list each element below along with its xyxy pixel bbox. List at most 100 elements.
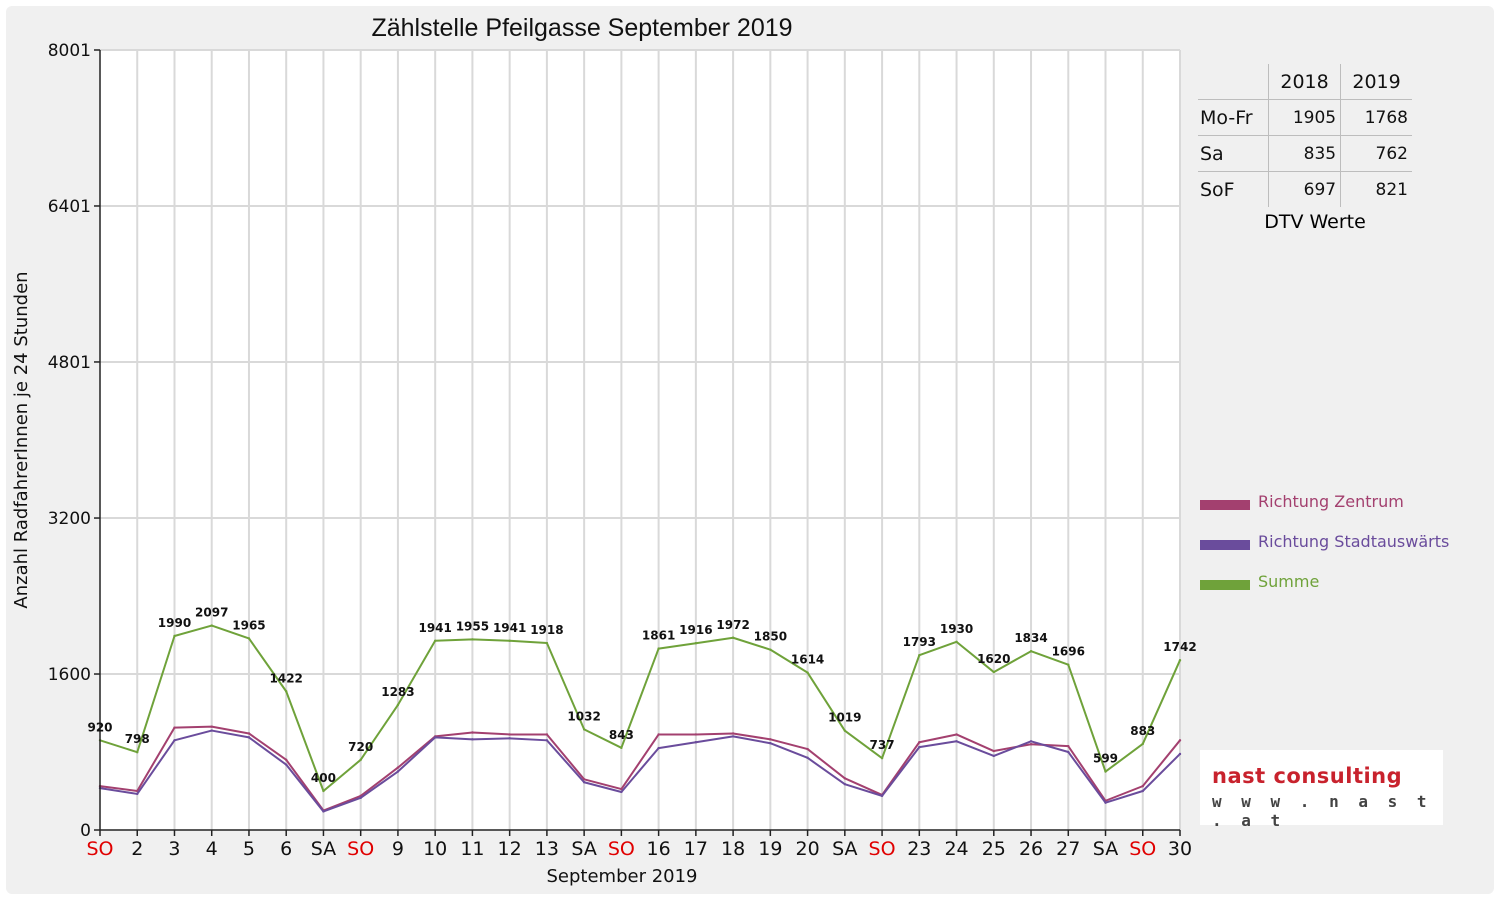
data-point (582, 728, 586, 731)
grid-lines (100, 49, 1181, 830)
x-tick-label: SO (347, 838, 374, 860)
data-point (433, 736, 437, 739)
data-point (471, 738, 474, 741)
data-point (880, 794, 884, 798)
dtv-header-2019: 2019 (1340, 64, 1412, 100)
data-label: 1696 (1052, 645, 1085, 659)
legend-item-stadtauswaerts: Richtung Stadtauswärts (1200, 532, 1449, 572)
data-point (1067, 663, 1070, 666)
data-point (843, 782, 847, 786)
dtv-row-label: Sa (1198, 135, 1269, 172)
data-point (359, 796, 362, 800)
data-point (396, 703, 400, 707)
data-point (433, 639, 437, 642)
data-point (210, 725, 213, 728)
data-point (918, 745, 921, 749)
data-label: 843 (609, 728, 634, 742)
data-point (992, 754, 995, 758)
data-label: 883 (1130, 724, 1155, 738)
data-label: 1283 (381, 685, 414, 699)
series-lines (98, 624, 1182, 813)
data-point (806, 671, 809, 674)
y-tick-label: 3200 (48, 509, 91, 529)
data-label: 798 (125, 732, 150, 746)
x-tick-label: 17 (684, 838, 708, 860)
data-point (247, 736, 251, 739)
data-point (1178, 658, 1182, 662)
data-point (657, 647, 660, 650)
x-tick-label: 25 (982, 838, 1006, 860)
data-point (582, 781, 586, 784)
y-axis-label: Anzahl RadfahrerInnen je 24 Stunden (11, 271, 32, 608)
x-tick-label: 27 (1056, 838, 1080, 860)
data-point (657, 746, 660, 750)
data-point (173, 739, 176, 742)
data-point (359, 758, 362, 762)
data-point (173, 726, 176, 729)
data-point (992, 670, 995, 674)
data-point (1178, 739, 1182, 742)
dtv-row-label: SoF (1200, 178, 1235, 201)
data-label: 1861 (642, 629, 675, 643)
x-tick-label: SA (571, 838, 596, 860)
dtv-value-2018: 1905 (1267, 99, 1341, 136)
dtv-row-label: Mo-Fr (1198, 99, 1269, 136)
x-tick-label: 18 (721, 838, 745, 860)
data-point (285, 690, 288, 693)
data-label: 1941 (493, 621, 526, 635)
dtv-header-empty (1198, 64, 1269, 100)
data-point (657, 733, 660, 736)
data-point (694, 733, 698, 736)
legend-swatch (1200, 580, 1250, 590)
x-tick-label: SA (832, 838, 857, 860)
data-point (731, 636, 735, 639)
data-point (1029, 743, 1033, 746)
data-point (769, 648, 772, 651)
data-point (508, 639, 511, 642)
data-point (582, 778, 586, 781)
data-point (769, 742, 772, 745)
data-point (1141, 784, 1144, 788)
chart-title: Zählstelle Pfeilgasse September 2019 (371, 14, 792, 42)
dtv-value-2019: 762 (1340, 135, 1412, 172)
data-point (396, 770, 400, 773)
data-label: 1793 (903, 635, 936, 649)
series-line (99, 624, 1181, 793)
data-point (620, 787, 623, 791)
data-point (843, 729, 847, 732)
x-tick-label: 3 (168, 838, 180, 860)
legend-item-summe: Summe (1200, 572, 1449, 612)
data-point (285, 758, 288, 762)
data-point (694, 642, 698, 645)
data-label: 400 (311, 771, 336, 785)
data-point (769, 738, 772, 741)
data-label: 737 (870, 738, 895, 752)
data-point (955, 640, 958, 644)
data-point (545, 733, 549, 736)
dtv-value-2019: 1768 (1340, 99, 1412, 136)
dtv-header-2018: 2018 (1267, 64, 1341, 100)
series-line (99, 729, 1181, 813)
y-tick-label: 1600 (48, 665, 91, 685)
data-point (918, 654, 921, 657)
data-point (247, 732, 251, 735)
x-tick-label: 5 (243, 838, 255, 860)
x-tick-label: 4 (206, 838, 218, 860)
data-point (210, 729, 213, 732)
x-tick-label: 24 (944, 838, 968, 860)
x-tick-label: SO (869, 838, 896, 860)
x-tick-label: 16 (647, 838, 671, 860)
data-labels: 920 798 1990 2097 1965 1422 400 720 1283 1941 1955… (87, 606, 1196, 785)
legend-label: Summe (1258, 572, 1320, 591)
data-label: 1850 (754, 630, 787, 644)
legend-swatch (1200, 500, 1250, 510)
data-point (694, 741, 698, 744)
x-tick-label: SA (1093, 838, 1118, 860)
data-point (1067, 744, 1070, 748)
data-point (210, 624, 213, 627)
data-point (955, 740, 958, 743)
x-tick-label: SA (311, 838, 336, 860)
dtv-value-2018: 697 (1267, 171, 1341, 207)
logo-name: nast consulting (1212, 764, 1403, 788)
dtv-value-2018: 835 (1267, 135, 1341, 172)
